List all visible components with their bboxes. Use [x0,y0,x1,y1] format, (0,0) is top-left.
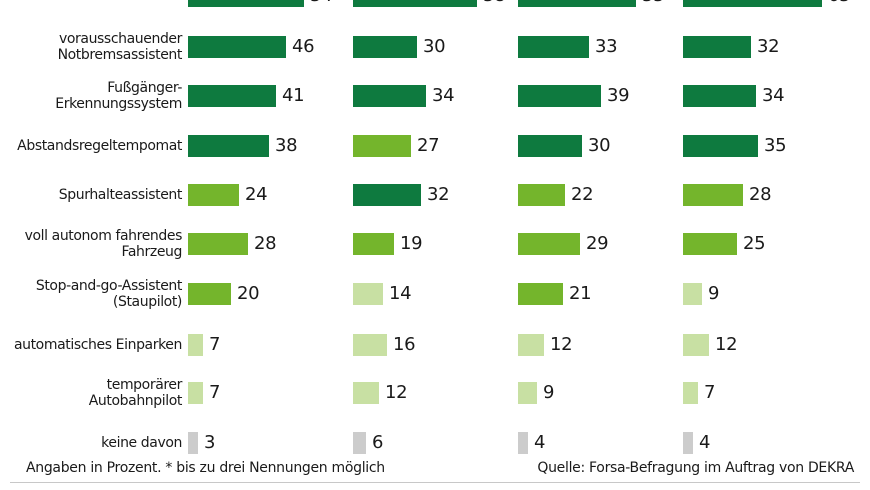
value-label: 6 [372,432,384,453]
value-label: 9 [708,283,720,304]
bar [518,432,528,454]
value-label: 41 [282,85,305,106]
bar [188,382,203,404]
bar [353,432,366,454]
bar [518,0,636,7]
bar [518,233,580,255]
value-label: 7 [209,334,221,355]
category-label: voll autonom fahrendes Fahrzeug [24,228,183,260]
bar [518,334,544,356]
value-label: 27 [417,135,440,156]
bar [518,184,565,206]
bar [518,283,563,305]
value-label: 58 [483,0,506,7]
bar [353,233,394,255]
value-label: 55 [642,0,665,7]
value-label: 9 [543,382,555,403]
value-label: 12 [715,334,738,355]
category-label: Fußgänger- Erkennungssystem [55,80,182,112]
bar [683,36,751,58]
bar [188,135,269,157]
bar [518,382,537,404]
chart-footer: Angaben in Prozent. * bis zu drei Nennun… [0,458,870,490]
value-label: 4 [699,432,711,453]
value-label: 28 [749,184,772,205]
bottom-rule [10,482,860,483]
bar [353,135,411,157]
bar [683,85,756,107]
category-label: automatisches Einparken [13,337,182,353]
bar [188,233,248,255]
bar [683,184,743,206]
value-label: 22 [571,184,594,205]
category-label: Abstandsregeltempomat [17,138,182,154]
bar [683,283,702,305]
value-label: 39 [607,85,630,106]
value-label: 4 [534,432,546,453]
value-label: 30 [423,36,446,57]
value-label: 32 [757,36,780,57]
bar [353,283,383,305]
bar [188,283,231,305]
value-label: 65 [828,0,851,7]
value-label: 34 [762,85,785,106]
bar-chart: Totwinkel-Assistent vorausschauender Notb… [0,0,851,454]
bar [683,135,758,157]
bar [353,334,387,356]
bar [188,0,304,7]
bar [188,36,286,58]
value-label: 24 [245,184,268,205]
value-label: 32 [427,184,450,205]
category-label: vorausschauender Notbremsassistent [57,31,183,63]
value-label: 16 [393,334,416,355]
value-label: 28 [254,233,277,254]
bar [188,184,239,206]
bar [188,334,203,356]
bar [518,85,601,107]
bar [683,233,737,255]
bar [353,36,417,58]
value-label: 3 [204,432,216,453]
value-label: 35 [764,135,787,156]
value-label: 14 [389,283,412,304]
bar [518,36,589,58]
value-label: 21 [569,283,592,304]
bar [683,432,693,454]
value-label: 30 [588,135,611,156]
category-label: Stop-and-go-Assistent (Staupilot) [35,278,183,310]
value-label: 12 [385,382,408,403]
bar [683,0,822,7]
bar [353,382,379,404]
value-label: 19 [400,233,423,254]
category-label: temporärer Autobahnpilot [88,377,183,409]
value-label: 20 [237,283,260,304]
category-label: keine davon [101,435,182,451]
category-label: Totwinkel-Assistent [0,0,182,4]
bar [353,184,421,206]
value-label: 54 [310,0,333,7]
bar [353,0,477,7]
value-label: 33 [595,36,618,57]
bar [683,334,709,356]
bar [188,85,276,107]
value-label: 46 [292,36,315,57]
bar [683,382,698,404]
value-label: 38 [275,135,298,156]
value-label: 7 [209,382,221,403]
value-label: 29 [586,233,609,254]
source-note: Quelle: Forsa-Befragung im Auftrag von D… [537,460,854,476]
bar [518,135,582,157]
value-label: 34 [432,85,455,106]
footnote: Angaben in Prozent. * bis zu drei Nennun… [26,460,385,476]
value-label: 7 [704,382,716,403]
value-label: 25 [743,233,766,254]
category-label: Spurhalteassistent [58,187,183,203]
bar [353,85,426,107]
value-label: 12 [550,334,573,355]
bar [188,432,198,454]
